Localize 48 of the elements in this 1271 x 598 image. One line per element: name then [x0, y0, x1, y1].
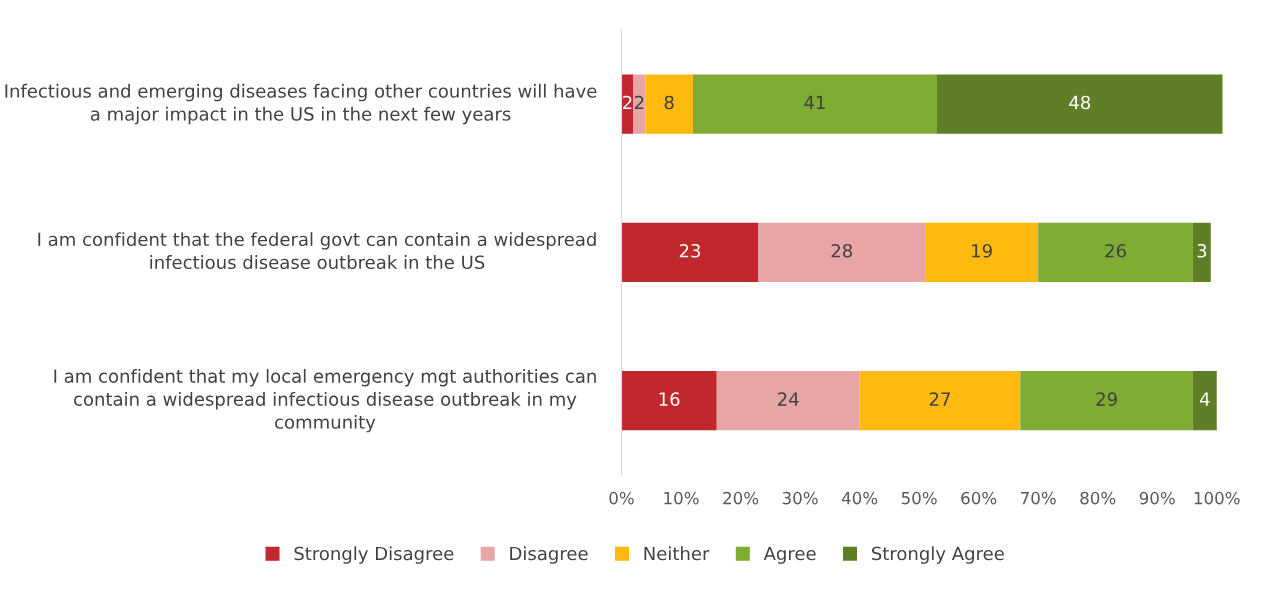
data-label: 4	[1199, 392, 1210, 406]
data-label: 27	[929, 392, 950, 406]
x-tick-label: 60%	[961, 491, 997, 505]
bar	[621, 222, 759, 283]
x-tick-label: 40%	[841, 491, 878, 505]
data-label: 8	[664, 95, 674, 110]
data-label: 24	[778, 392, 799, 406]
legend-label: Disagree	[510, 546, 588, 564]
x-tick-label: 80%	[1080, 491, 1116, 505]
legend-label: Strongly Disagree	[294, 546, 454, 564]
y-tick-label: Infectious and emerging diseases facing other countries will have a major impact in the US in the next few years	[5, 83, 597, 125]
y-tick-label: I am confident that the federal govt can contain a widespread infectious disease outbreak in the US	[38, 232, 596, 270]
data-label: 23	[679, 243, 701, 258]
bar	[758, 222, 926, 283]
bar	[633, 74, 646, 134]
bar	[716, 371, 860, 431]
data-label: 29	[1096, 392, 1117, 406]
bar	[1192, 371, 1217, 431]
x-tick-label: 10%	[664, 491, 699, 505]
x-tick-label: 70%	[1021, 491, 1056, 505]
bar	[1038, 222, 1193, 283]
bar	[925, 222, 1039, 283]
bar	[621, 371, 717, 431]
data-label: 2	[634, 95, 644, 110]
bar	[692, 74, 937, 134]
legend-label: Neither	[644, 546, 710, 561]
x-tick-label: 0%	[609, 491, 634, 505]
data-label: 2	[623, 95, 632, 110]
x-tick-label: 30%	[782, 491, 818, 505]
legend-label: Strongly Agree	[872, 546, 1004, 564]
data-label: 28	[831, 243, 853, 258]
data-label: 48	[1069, 95, 1091, 110]
bar	[859, 371, 1021, 431]
x-tick-label: 20%	[723, 491, 759, 505]
data-label: 19	[972, 243, 992, 258]
bar	[936, 74, 1223, 134]
bar	[1020, 371, 1193, 431]
bar	[1192, 222, 1211, 283]
data-label: 3	[1197, 243, 1207, 258]
y-tick-label: I am confident that my local emergency mgt authorities can contain a widespread infectious disease outbreak in my community	[54, 368, 596, 433]
x-tick-label: 50%	[901, 491, 937, 505]
data-label: 16	[659, 392, 680, 406]
bar	[645, 74, 693, 134]
x-tick-label: 90%	[1139, 491, 1175, 505]
data-label: 26	[1105, 243, 1126, 258]
legend-label: Agree	[763, 546, 816, 564]
data-label: 41	[804, 95, 825, 110]
x-tick-label: 100%	[1194, 491, 1240, 505]
